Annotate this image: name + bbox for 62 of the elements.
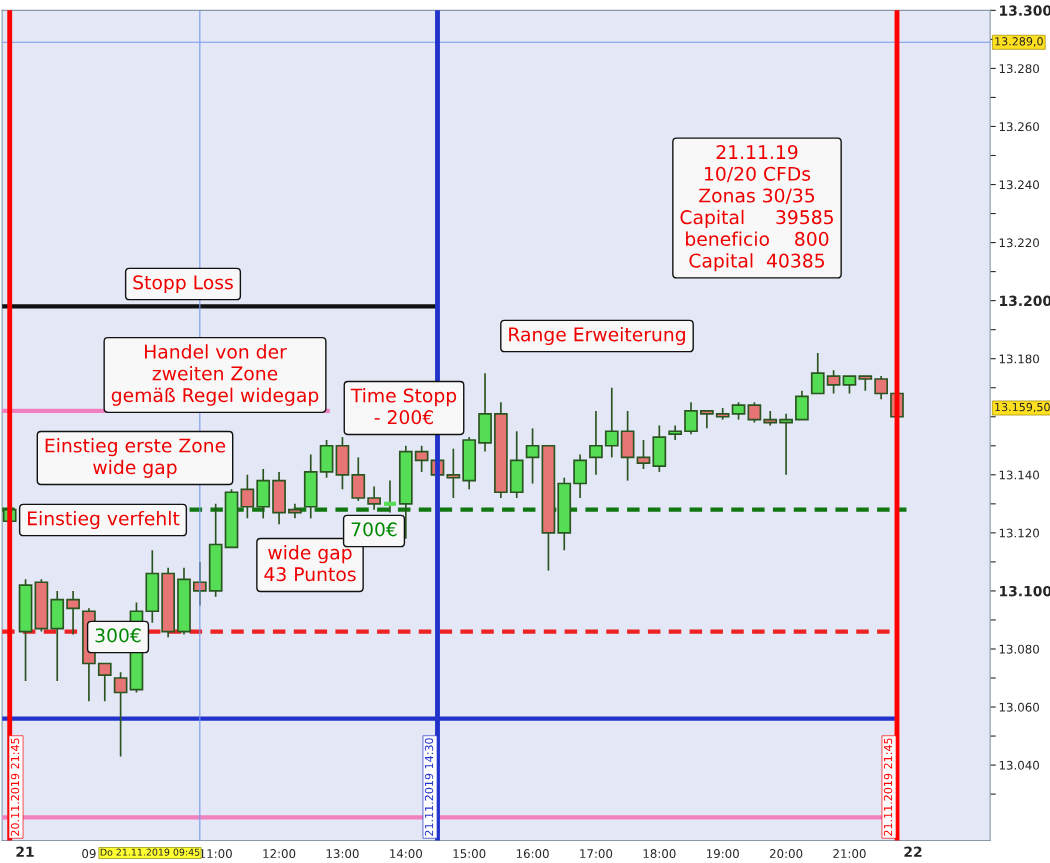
- x-tick-label: 20:00: [769, 849, 803, 859]
- y-tick-label: 13.220: [999, 238, 1040, 248]
- candlestick: [874, 375, 888, 401]
- y-tick-label: 13.280: [999, 64, 1040, 74]
- text: 22: [904, 846, 922, 857]
- y-tick-label: 13.180: [999, 354, 1040, 364]
- annotation: 21.11.2019 14:30: [424, 738, 434, 836]
- x-tick-label: 18:00: [643, 849, 676, 859]
- annotation: 21.11.19 10/20 CFDs Zonas 30/35 Capital 39585 beneficio 800 Capital 40385: [680, 144, 833, 272]
- x-tick-label: 15:00: [453, 849, 486, 859]
- y-tick-label: 13.260: [999, 122, 1040, 132]
- x-tick-label: 17:00: [580, 849, 613, 859]
- candlestick: [779, 413, 793, 476]
- candlestick: [699, 410, 714, 430]
- candlestick: [636, 439, 651, 470]
- y-tick-label: 13.080: [999, 644, 1040, 654]
- ref-line-label: 13.289,0: [995, 37, 1043, 47]
- y-tick-label: 13.120: [999, 528, 1040, 538]
- annotation: Handel von der zweiten Zone gemäß Regel widegap: [111, 344, 319, 406]
- y-tick-label: 13.140: [999, 470, 1040, 480]
- x-tick-label: 14:00: [390, 849, 423, 859]
- y-tick-label: 13.040: [999, 760, 1040, 770]
- candlestick: [826, 369, 841, 395]
- candlestick: [446, 447, 461, 499]
- candlestick: [573, 453, 587, 499]
- text: 13.159,50: [995, 402, 1050, 413]
- candlestick: [795, 389, 809, 421]
- annotation: Range Erweiterung: [509, 326, 685, 346]
- annotation: 20.11.2019 21:45: [10, 738, 20, 836]
- x-tick-label: 13:00: [326, 849, 359, 859]
- x-tick-label: 12:00: [263, 849, 296, 859]
- x-tick-label: 19:00: [706, 849, 739, 859]
- x-tick-label: 21:00: [833, 849, 866, 859]
- candlestick: [589, 410, 603, 476]
- text: 21: [16, 846, 34, 857]
- x-tick-label: 16:00: [516, 849, 549, 859]
- y-tick-label: 13.060: [999, 702, 1040, 712]
- candlestick: [810, 352, 825, 395]
- annotation: wide gap 43 Puntos: [264, 545, 356, 582]
- annotation: Einstieg erste Zone wide gap: [45, 438, 226, 478]
- y-tick-label: 13.240: [999, 180, 1040, 190]
- annotation: Stopp Loss: [133, 275, 233, 294]
- annotation: 700€: [351, 522, 397, 537]
- candlestick: [383, 479, 396, 514]
- candlestick: [604, 386, 619, 459]
- candlestick: [240, 473, 255, 520]
- candlestick: [858, 375, 873, 392]
- candlestick: [525, 427, 540, 485]
- candlestick: [684, 401, 698, 436]
- candlestick: [414, 444, 429, 473]
- annotation: 21.11.2019 21:45: [883, 738, 893, 836]
- text: Do 21.11.2019 09:45: [100, 848, 200, 856]
- candlestick: [747, 401, 762, 424]
- annotation: Time Stopp - 200€: [350, 388, 457, 425]
- x-tick-label: 09: [82, 849, 96, 859]
- annotation: 300€: [95, 628, 141, 643]
- annotation: Einstieg verfehlt: [28, 510, 180, 530]
- candlestick: [97, 662, 112, 703]
- candlestick: [66, 590, 80, 636]
- candlestick: [351, 456, 366, 502]
- candlestick: [367, 485, 381, 511]
- candlestick: [113, 671, 128, 758]
